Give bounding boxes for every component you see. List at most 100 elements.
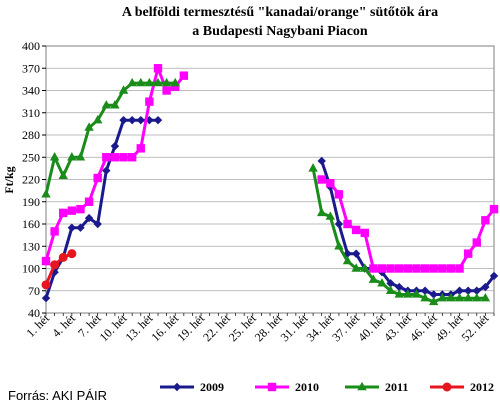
data-point-2011 [334,241,344,250]
data-point-2010 [179,71,189,80]
data-point-2011 [446,292,456,302]
data-point-2010 [93,173,102,183]
data-point-2009 [429,290,438,299]
data-point-2010 [463,249,473,258]
data-point-2010 [127,153,137,162]
data-point-2011 [325,211,336,220]
data-point-2009 [472,286,481,295]
y-tick-label: 340 [22,84,40,98]
data-point-2011 [144,77,155,87]
data-point-2009 [67,223,77,232]
data-point-2009 [489,271,499,281]
data-point-2011 [41,189,51,198]
data-point-2010 [429,264,438,273]
data-point-2009 [145,115,154,125]
data-point-2009 [395,282,404,292]
data-point-2010 [67,206,77,215]
data-point-2010 [162,86,171,95]
x-tick-label: 4. hét [49,311,78,340]
data-point-2011 [153,77,163,87]
data-point-2010 [136,144,145,153]
x-tick-label: 22. hét [200,311,233,344]
data-point-2011 [428,296,439,306]
y-tick-label: 70 [28,284,40,298]
data-point-2011 [480,292,491,302]
data-point-2012 [41,280,51,290]
series-2011 [41,77,491,306]
plot-area: 40701001301601902202502803103403704001. … [22,39,499,344]
y-tick-label: 40 [28,306,40,320]
series-line-2012 [44,252,73,286]
data-point-2011 [342,255,353,265]
data-point-2011 [84,122,94,131]
data-point-2011 [170,77,180,87]
data-point-2010 [171,82,180,91]
data-point-2010 [403,264,413,273]
y-tick-label: 100 [22,262,40,276]
data-point-2009 [334,219,344,229]
source-note: Forrás: AKI PÁIR [8,388,107,403]
data-point-2010 [102,153,111,162]
data-point-2011 [308,163,318,172]
x-tick-label: 52. hét [459,311,492,344]
chart-title-line-1: A belföldi termesztésű "kanadai/orange" … [122,5,438,20]
x-tick-label: 10. hét [97,311,130,344]
legend-marker-2009 [172,382,182,392]
data-point-2010 [481,216,490,225]
data-point-2010 [438,264,447,273]
y-tick-label: 310 [22,106,40,120]
y-tick-label: 250 [22,150,40,164]
data-point-2011 [351,263,361,272]
data-point-2010 [369,264,378,273]
chart-title-line-2: a Budapesti Nagybani Piacon [192,24,368,39]
legend-marker-2012 [442,382,452,392]
series-line-2011 [44,81,176,195]
x-tick-label: 49. hét [433,311,466,344]
x-tick-label: 31. hét [278,311,311,344]
data-point-2009 [76,223,85,232]
legend-marker-2011 [357,381,367,391]
x-tick-label: 28. hét [252,311,285,344]
data-point-2010 [50,227,59,236]
data-point-2012 [67,249,77,259]
y-tick-label: 220 [22,173,40,187]
y-tick-label: 280 [22,128,40,142]
data-point-2011 [403,289,413,298]
x-tick-label: 37. hét [329,311,362,344]
data-point-2009 [136,115,145,125]
y-tick-label: 160 [22,217,40,231]
x-tick-label: 19. hét [174,311,207,344]
legend-label-2012: 2012 [470,380,494,394]
data-point-2011 [360,263,370,272]
data-point-2011 [394,289,404,298]
x-tick-label: 25. hét [226,311,259,344]
data-point-2010 [351,225,361,235]
legend-label-2011: 2011 [385,380,408,394]
legend-marker-2010 [267,382,277,392]
data-point-2011 [472,292,482,302]
data-point-2011 [420,292,430,302]
data-point-2010 [317,175,326,184]
data-point-2012 [58,252,68,262]
data-point-2010 [360,228,369,238]
y-tick-label: 400 [22,39,40,53]
data-point-2009 [153,115,163,125]
data-point-2009 [127,115,137,125]
data-point-2011 [58,170,68,179]
data-point-2011 [377,278,387,287]
y-axis-label: Ft/kg [2,166,16,193]
x-tick-label: 43. hét [381,311,414,344]
data-point-2009 [41,293,51,303]
data-point-2011 [454,292,465,302]
legend-label-2009: 2009 [200,380,224,394]
data-point-2010 [343,219,352,229]
data-point-2010 [412,264,421,273]
series-2012 [41,249,77,290]
data-point-2011 [437,292,448,302]
data-point-2010 [334,190,344,199]
data-point-2010 [472,238,481,247]
data-point-2010 [377,264,387,273]
data-point-2010 [119,153,128,162]
data-point-2010 [386,264,395,273]
